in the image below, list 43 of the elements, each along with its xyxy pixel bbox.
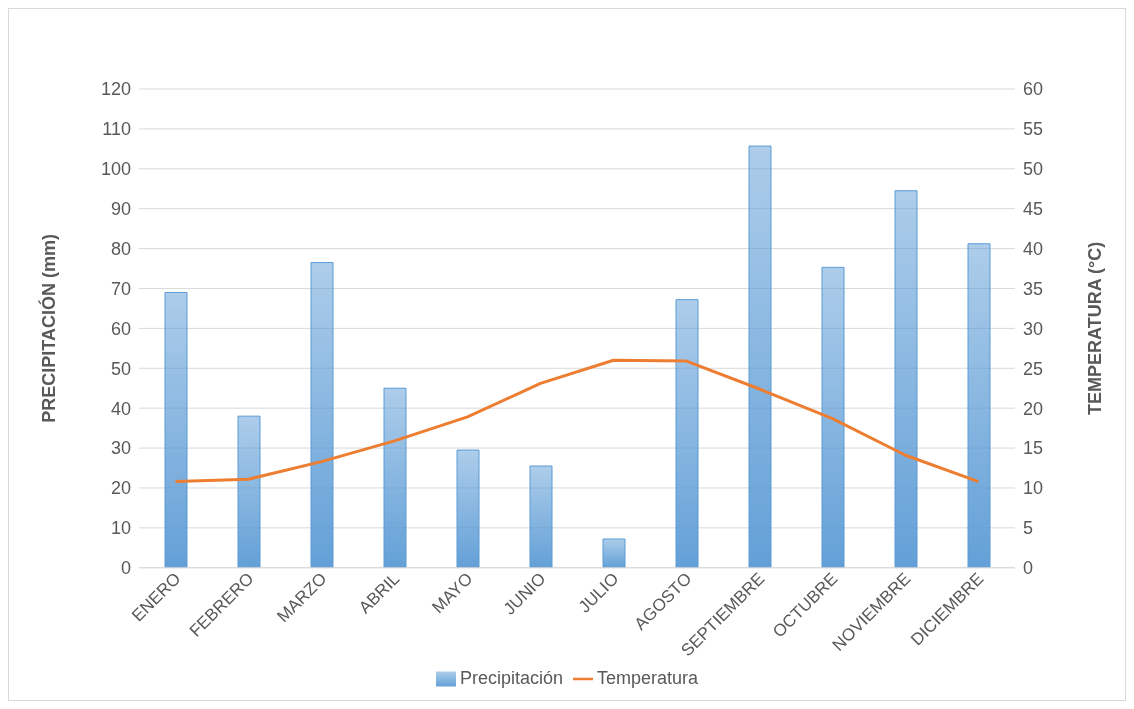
y-tick-label: 0	[120, 558, 131, 579]
y-axis-title: PRECIPITACIÓN (mm)	[38, 234, 60, 423]
bar	[894, 190, 918, 568]
y-tick-label: 70	[110, 278, 131, 299]
y2-tick-label: 55	[1023, 119, 1044, 140]
y-tick-label: 60	[110, 318, 131, 339]
y2-tick-label: 25	[1023, 358, 1044, 379]
y2-tick-label: 40	[1023, 238, 1044, 259]
y-tick-label: 80	[110, 238, 131, 259]
y-tick-label: 50	[110, 358, 131, 379]
y-tick-label: 40	[110, 398, 131, 419]
bar	[529, 465, 553, 568]
y2-tick-label: 10	[1023, 478, 1044, 499]
y-tick-label: 30	[110, 438, 131, 459]
y-tick-label: 120	[100, 79, 131, 100]
y2-tick-label: 45	[1023, 199, 1044, 220]
y2-tick-label: 0	[1023, 558, 1034, 579]
y-tick-label: 10	[110, 518, 131, 539]
y-tick-label: 90	[110, 199, 131, 220]
y2-axis-title: TEMPERATURA (°C)	[1085, 241, 1106, 415]
bar	[748, 145, 772, 568]
bar	[456, 449, 480, 568]
bar	[602, 538, 626, 568]
y2-tick-label: 5	[1023, 518, 1034, 539]
y2-tick-label: 20	[1023, 398, 1044, 419]
legend-label: Temperatura	[597, 667, 699, 688]
bar	[164, 291, 188, 568]
y2-tick-label: 35	[1023, 278, 1044, 299]
bar	[675, 299, 699, 568]
bar	[310, 262, 334, 568]
bar	[383, 387, 407, 568]
y2-tick-label: 50	[1023, 159, 1044, 180]
bar	[821, 266, 845, 568]
y2-tick-label: 30	[1023, 318, 1044, 339]
bar	[237, 415, 261, 568]
legend-label: Precipitación	[459, 667, 563, 688]
y-tick-label: 20	[110, 478, 131, 499]
bar	[967, 243, 991, 568]
line-series	[174, 358, 980, 484]
y-tick-label: 110	[102, 119, 131, 140]
y2-tick-label: 15	[1023, 438, 1044, 459]
y2-tick-label: 60	[1023, 79, 1044, 100]
y-tick-label: 100	[100, 159, 131, 180]
